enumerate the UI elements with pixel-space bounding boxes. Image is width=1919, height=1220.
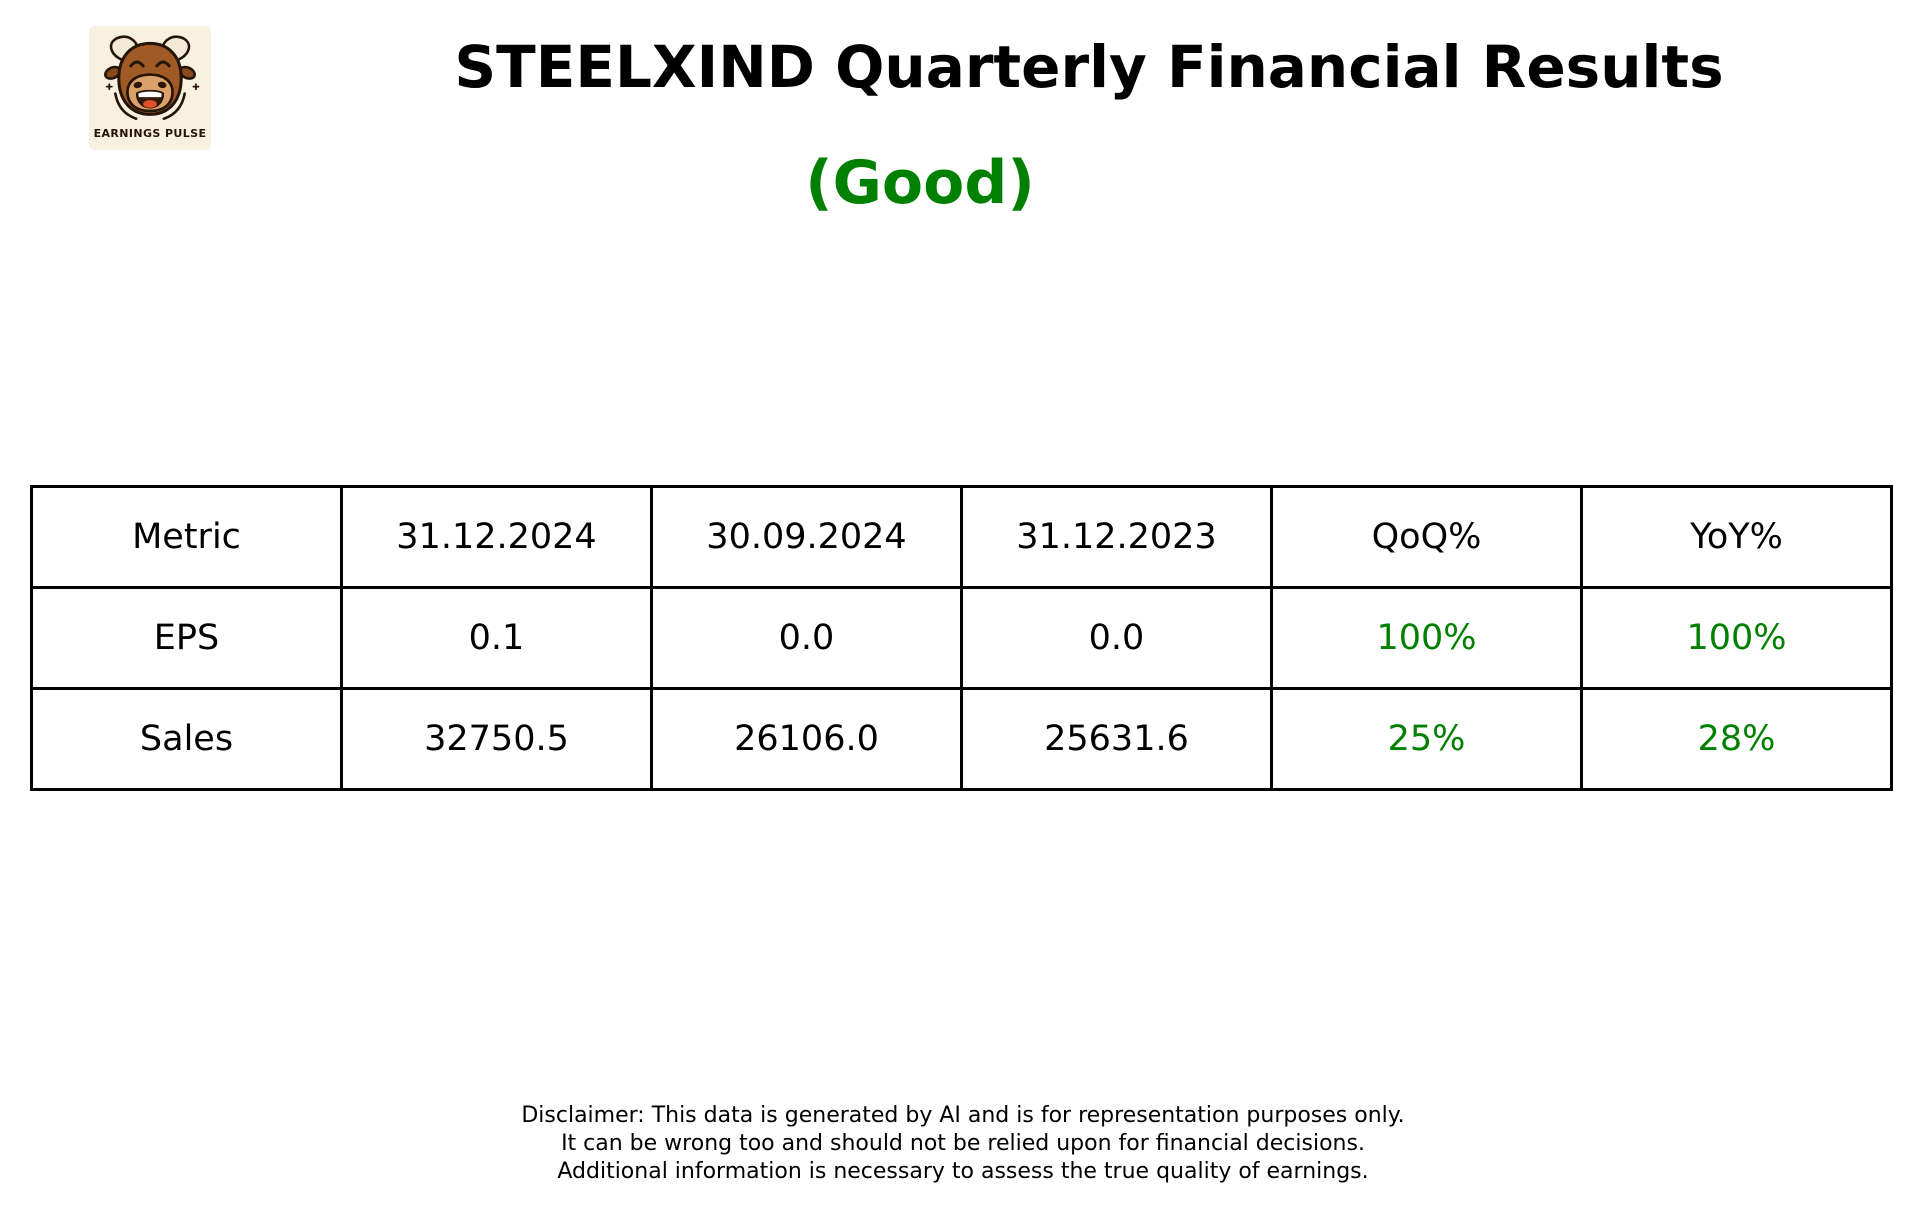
sales-yoy-percent: 28%	[1580, 687, 1893, 791]
sales-qoq-percent: 25%	[1270, 687, 1583, 791]
eps-qoq-percent: 100%	[1270, 586, 1583, 690]
eps-value-31-12-2023: 0.0	[960, 586, 1273, 690]
col-header-qoq: QoQ%	[1270, 485, 1583, 589]
sales-value-31-12-2023: 25631.6	[960, 687, 1273, 791]
page-title: STEELXIND Quarterly Financial Results	[454, 33, 1724, 101]
col-header-30-09-2024: 30.09.2024	[650, 485, 963, 589]
eps-value-31-12-2024: 0.1	[340, 586, 653, 690]
sales-metric-label: Sales	[30, 687, 343, 791]
disclaimer-line-2: It can be wrong too and should not be re…	[561, 1131, 1365, 1156]
eps-value-30-09-2024: 0.0	[650, 586, 963, 690]
eps-metric-label: EPS	[30, 586, 343, 690]
col-header-31-12-2024: 31.12.2024	[340, 485, 653, 589]
disclaimer-text: Disclaimer: This data is generated by AI…	[521, 1102, 1404, 1186]
sales-value-31-12-2024: 32750.5	[340, 687, 653, 791]
disclaimer-line-1: Disclaimer: This data is generated by AI…	[521, 1103, 1405, 1128]
earnings-pulse-logo: EARNINGS PULSE	[89, 26, 211, 150]
logo-brand-text: EARNINGS PULSE	[93, 127, 207, 140]
col-header-metric: Metric	[30, 485, 343, 589]
col-header-yoy: YoY%	[1580, 485, 1893, 589]
eps-yoy-percent: 100%	[1580, 586, 1893, 690]
sales-value-30-09-2024: 26106.0	[650, 687, 963, 791]
bull-mascot-icon	[104, 35, 200, 121]
disclaimer-line-3: Additional information is necessary to a…	[557, 1159, 1369, 1184]
table-row-eps: EPS 0.1 0.0 0.0 100% 100%	[30, 586, 1893, 690]
table-header-row: Metric 31.12.2024 30.09.2024 31.12.2023 …	[30, 485, 1893, 589]
verdict-label: (Good)	[805, 148, 1035, 218]
col-header-31-12-2023: 31.12.2023	[960, 485, 1273, 589]
table-row-sales: Sales 32750.5 26106.0 25631.6 25% 28%	[30, 687, 1893, 791]
results-table: Metric 31.12.2024 30.09.2024 31.12.2023 …	[30, 485, 1893, 791]
